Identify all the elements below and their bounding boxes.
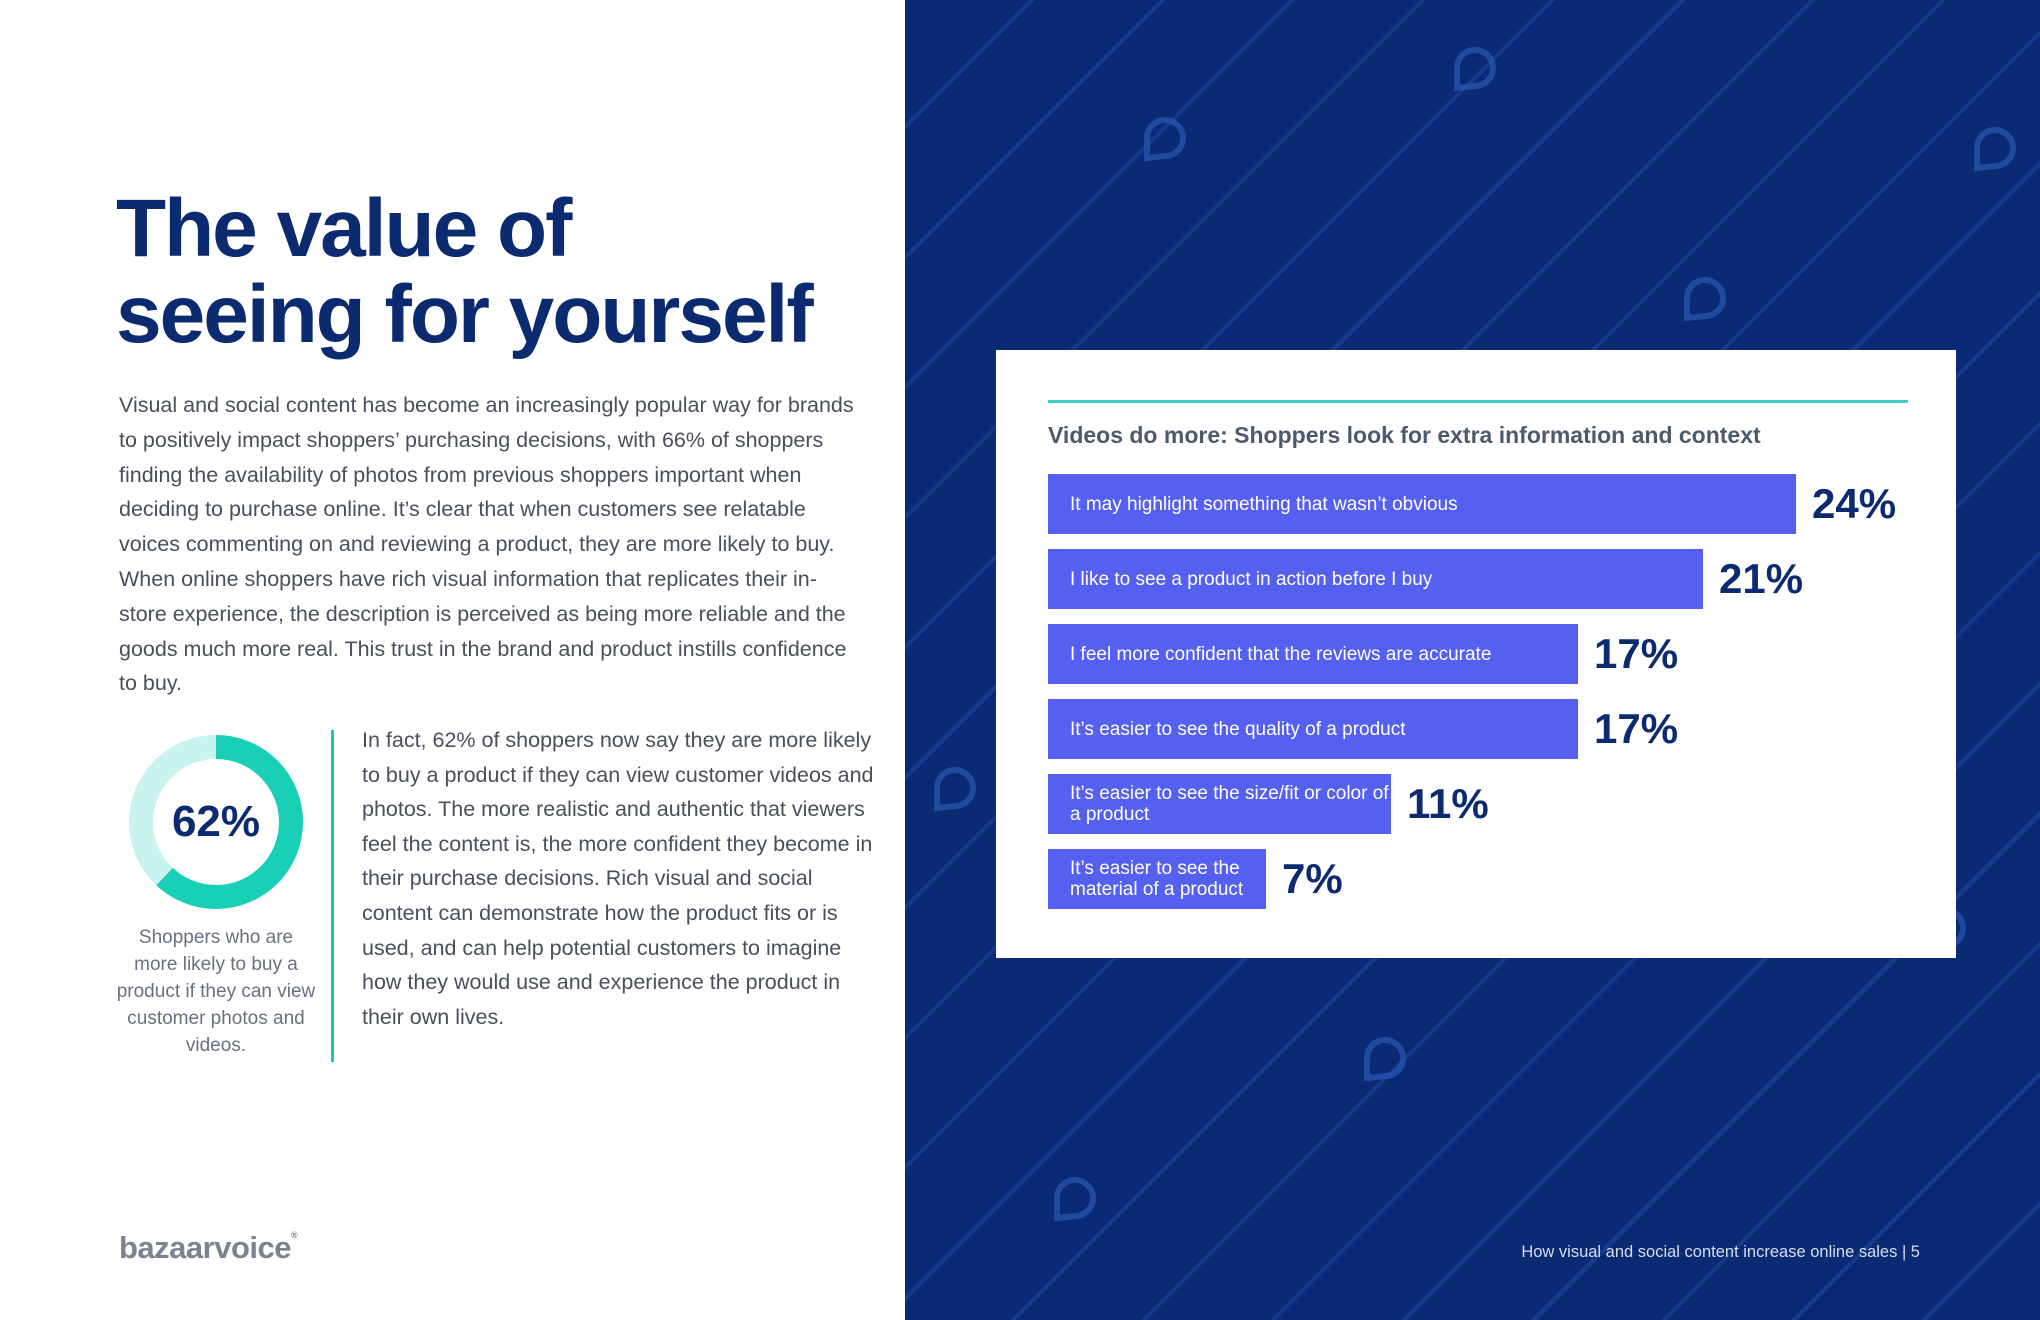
page-footer: How visual and social content increase o… (1521, 1243, 1920, 1261)
bar-label: It’s easier to see the material of a pro… (1070, 858, 1244, 900)
bubble-shape (1144, 117, 1186, 162)
logo-text: bazaarvoice (119, 1230, 292, 1265)
bar-value-label: 24% (1812, 480, 1897, 527)
title-line-2: seeing for yourself (116, 269, 814, 360)
bar-label: It may highlight something that wasn’t o… (1070, 493, 1458, 515)
bar-value-label: 17% (1594, 705, 1679, 752)
bar-5: It’s easier to see the size/fit or color… (1048, 774, 1391, 834)
bubble-pattern-icon (1364, 1037, 1406, 1082)
bubble-shape (1974, 127, 2016, 172)
bar-value-label: 17% (1594, 630, 1679, 677)
chart-card: Videos do more: Shoppers look for extra … (996, 350, 1956, 958)
stat-donut-chart (129, 735, 303, 909)
stat-caption: Shoppers who are more likely to buy a pr… (116, 927, 316, 1056)
bubble-pattern-icon (1684, 277, 1726, 322)
bubble-shape (1364, 1037, 1406, 1082)
bar-1: It may highlight something that wasn’t o… (1048, 474, 1796, 534)
bar-label: I like to see a product in action before… (1070, 568, 1433, 590)
bubble-shape (1054, 1177, 1096, 1222)
page-title: The value of seeing for yourself (116, 186, 876, 358)
bar-label: It’s easier to see the quality of a prod… (1070, 718, 1406, 740)
bubble-pattern-icon (1454, 47, 1496, 92)
bubble-pattern-icon (1054, 1177, 1096, 1222)
bar-label: I feel more confident that the reviews a… (1070, 643, 1492, 665)
bubble-shape (1684, 277, 1726, 322)
intro-paragraph: Visual and social content has become an … (119, 393, 854, 696)
bar-4: It’s easier to see the quality of a prod… (1048, 699, 1578, 759)
bar-value-label: 21% (1719, 555, 1804, 602)
donut-value-ring (129, 735, 303, 909)
bazaarvoice-logo: bazaarvoice® (119, 1230, 298, 1266)
bar-3: I feel more confident that the reviews a… (1048, 624, 1578, 684)
chart-title: Videos do more: Shoppers look for extra … (1048, 422, 1761, 448)
bubble-shape (934, 767, 976, 812)
title-line-1: The value of (116, 183, 572, 274)
accent-divider (331, 730, 334, 1062)
bar-value-label: 7% (1282, 855, 1343, 902)
logo-mark: ® (291, 1230, 298, 1240)
bubble-shape (1454, 47, 1496, 92)
stat-value: 62% (171, 797, 261, 846)
bar-value-label: 11% (1407, 780, 1489, 827)
bar-6: It’s easier to see the material of a pro… (1048, 849, 1266, 909)
bar-2: I like to see a product in action before… (1048, 549, 1703, 609)
bubble-pattern-icon (1144, 117, 1186, 162)
bubble-pattern-icon (1974, 127, 2016, 172)
bar-label: It’s easier to see the size/fit or color… (1070, 783, 1389, 825)
body-paragraph: In fact, 62% of shoppers now say they ar… (362, 728, 874, 1029)
bubble-pattern-icon (934, 767, 976, 812)
chart-top-rule (1048, 400, 1908, 403)
left-panel: The value of seeing for yourself Visual … (0, 0, 905, 1320)
